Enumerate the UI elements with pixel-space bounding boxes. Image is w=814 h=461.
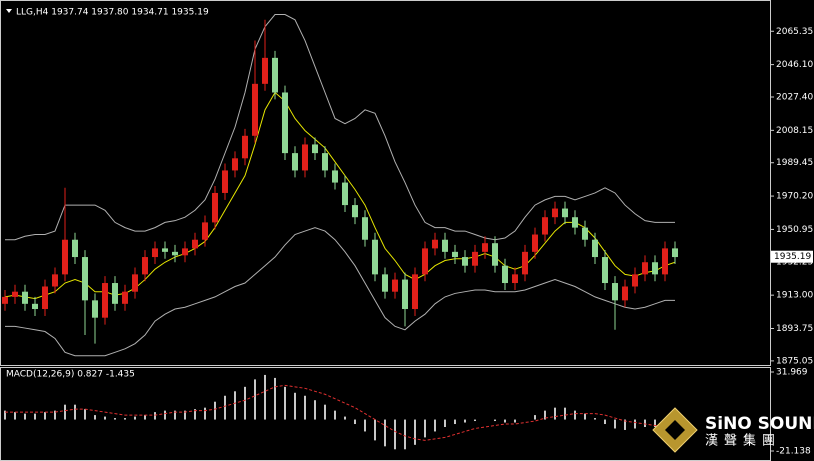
candle-body xyxy=(412,274,418,310)
candle-body xyxy=(192,239,198,249)
candle-body xyxy=(502,265,508,284)
candle-body xyxy=(342,182,348,206)
candle-body xyxy=(582,227,588,240)
candle-body xyxy=(132,274,138,292)
candle-body xyxy=(82,257,88,301)
candle-body xyxy=(622,286,628,301)
candle-body xyxy=(472,251,478,266)
candle-body xyxy=(632,274,638,287)
collapse-icon xyxy=(6,9,12,13)
y-tick-label: 31.969 xyxy=(776,367,808,377)
candle-body xyxy=(442,239,448,252)
candle-body xyxy=(382,274,388,292)
candle-body xyxy=(162,248,168,252)
y-tick-label: -21.138 xyxy=(776,447,811,457)
candle-body xyxy=(372,239,378,275)
candle-body xyxy=(602,257,608,284)
candle-body xyxy=(612,283,618,301)
logo: SiNO SOUND 漢聲集團 xyxy=(652,407,814,453)
candle-body xyxy=(542,217,548,235)
candle-body xyxy=(72,239,78,258)
signal-line xyxy=(5,384,675,441)
candle-body xyxy=(122,291,128,304)
candle-body xyxy=(672,248,678,258)
candle-body xyxy=(522,251,528,275)
y-tick-label: 1875.05 xyxy=(776,356,813,366)
candle-body xyxy=(222,170,228,193)
candle-body xyxy=(422,248,428,275)
current-price-box xyxy=(771,250,813,263)
candle-body xyxy=(452,251,458,258)
chart-title: LLG,H4 1937.74 1937.80 1934.71 1935.19 xyxy=(16,8,209,18)
candle-body xyxy=(642,262,648,275)
candle-body xyxy=(662,248,668,275)
macd-title: MACD(12,26,9) 0.827 -1.435 xyxy=(6,370,135,380)
candle-body xyxy=(62,239,68,275)
candle-body xyxy=(262,57,268,84)
candle-body xyxy=(2,296,8,304)
y-tick-label: 2046.10 xyxy=(776,60,813,70)
candle-body xyxy=(232,158,238,171)
candle-body xyxy=(272,57,278,93)
candle-body xyxy=(102,283,108,318)
candle-body xyxy=(332,170,338,183)
candle-body xyxy=(172,251,178,256)
candle-body xyxy=(552,208,558,218)
candle-body xyxy=(52,274,58,287)
candle-body xyxy=(492,243,498,266)
candle-body xyxy=(572,217,578,228)
candle-body xyxy=(242,135,248,159)
y-tick-label: 2027.40 xyxy=(776,92,813,102)
candle-body xyxy=(432,239,438,249)
logo-name: SiNO SOUND xyxy=(705,414,814,434)
main-panel-frame xyxy=(0,0,771,366)
candle-body xyxy=(212,192,218,223)
indicator-line xyxy=(5,14,675,241)
candle-body xyxy=(202,222,208,240)
candle-body xyxy=(562,208,568,218)
y-tick-label: 1950.95 xyxy=(776,225,813,235)
logo-subtitle: 漢聲集團 xyxy=(705,433,781,449)
candle-body xyxy=(12,291,18,297)
candle-body xyxy=(352,205,358,218)
candle-body xyxy=(42,286,48,310)
candle-body xyxy=(312,144,318,154)
y-tick-label: 1970.20 xyxy=(776,192,813,202)
candle-body xyxy=(322,153,328,171)
candle-body xyxy=(32,303,38,310)
y-tick-label: 2065.35 xyxy=(776,27,813,37)
candle-body xyxy=(592,239,598,258)
candle-body xyxy=(512,274,518,284)
y-tick-label: 2008.15 xyxy=(776,126,813,136)
candle-body xyxy=(22,291,28,304)
candle-body xyxy=(462,257,468,266)
candle-body xyxy=(142,257,148,275)
candle-body xyxy=(362,217,368,240)
indicator-line xyxy=(5,227,675,357)
candle-body xyxy=(652,262,658,275)
current-price-label: 1935.19 xyxy=(774,252,811,262)
candle-body xyxy=(152,248,158,258)
candle-body xyxy=(532,234,538,252)
candle-body xyxy=(292,153,298,171)
candle-body xyxy=(392,279,398,292)
candle-body xyxy=(482,243,488,252)
candle-body xyxy=(282,92,288,154)
y-tick-label: 1893.75 xyxy=(776,324,813,334)
candle-body xyxy=(112,283,118,304)
y-tick-label: 1989.45 xyxy=(776,158,813,168)
candle-body xyxy=(92,300,98,318)
candle-body xyxy=(402,279,408,310)
candle-body xyxy=(252,83,258,136)
indicator-line xyxy=(4,91,676,300)
y-tick-label: 1913.00 xyxy=(776,291,813,301)
logo-icon-inner xyxy=(665,420,685,440)
candle-body xyxy=(302,144,308,171)
candle-body xyxy=(182,248,188,256)
